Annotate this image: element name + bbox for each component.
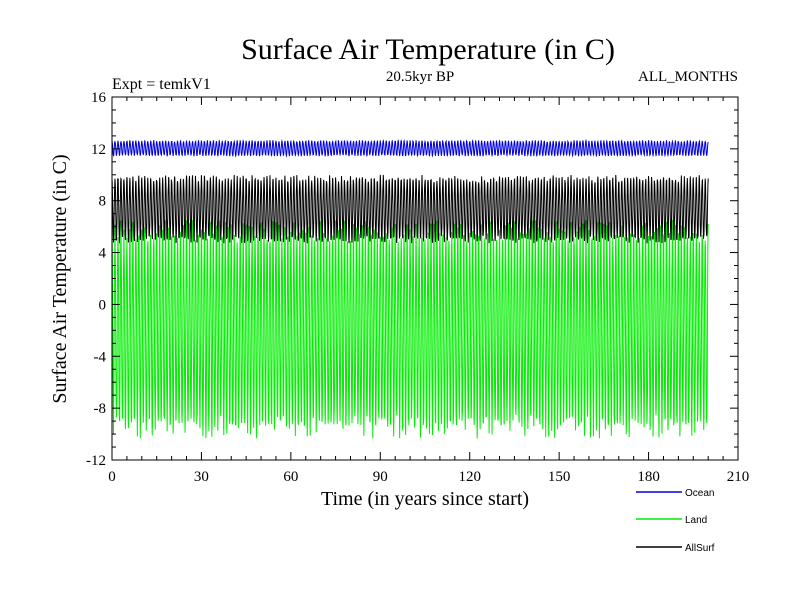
legend-label-ocean: Ocean [685, 488, 714, 499]
series-line-ocean [111, 138, 709, 158]
x-tick-label: 210 [727, 469, 750, 485]
series-line-land [111, 219, 709, 439]
chart-title: Surface Air Temperature (in C) [241, 33, 615, 66]
months-label: ALL_MONTHS [638, 69, 738, 85]
plot-axes: 0 30 60 90 120 150 180 210 -12 -8 -4 0 4 8 12 16 [86, 90, 749, 485]
y-tick-label: -8 [94, 401, 107, 417]
experiment-label: Expt = temkV1 [112, 76, 211, 93]
y-axis-label: Surface Air Temperature (in C) [49, 154, 71, 403]
y-tick-label: 0 [99, 297, 107, 313]
x-tick-label: 90 [373, 469, 388, 485]
y-tick-label: 8 [99, 194, 107, 210]
legend: Ocean Land AllSurf [636, 488, 715, 554]
x-tick-label: 30 [194, 469, 209, 485]
x-tick-label: 120 [458, 469, 481, 485]
legend-label-allsurf: AllSurf [685, 543, 715, 554]
plot-series [111, 138, 709, 439]
x-tick-label: 60 [283, 469, 298, 485]
x-tick-label: 0 [108, 469, 116, 485]
y-tick-label: -12 [86, 453, 106, 469]
x-tick-label: 180 [637, 469, 660, 485]
x-tick-label: 150 [548, 469, 571, 485]
y-tick-label: 16 [91, 90, 107, 106]
y-tick-label: 4 [99, 246, 107, 262]
y-tick-label: -4 [94, 349, 107, 365]
legend-label-land: Land [685, 515, 707, 526]
y-tick-label: 12 [91, 142, 106, 158]
x-axis-label: Time (in years since start) [321, 488, 529, 510]
series-line-allsurf [111, 174, 709, 244]
period-label: 20.5kyr BP [386, 69, 454, 85]
